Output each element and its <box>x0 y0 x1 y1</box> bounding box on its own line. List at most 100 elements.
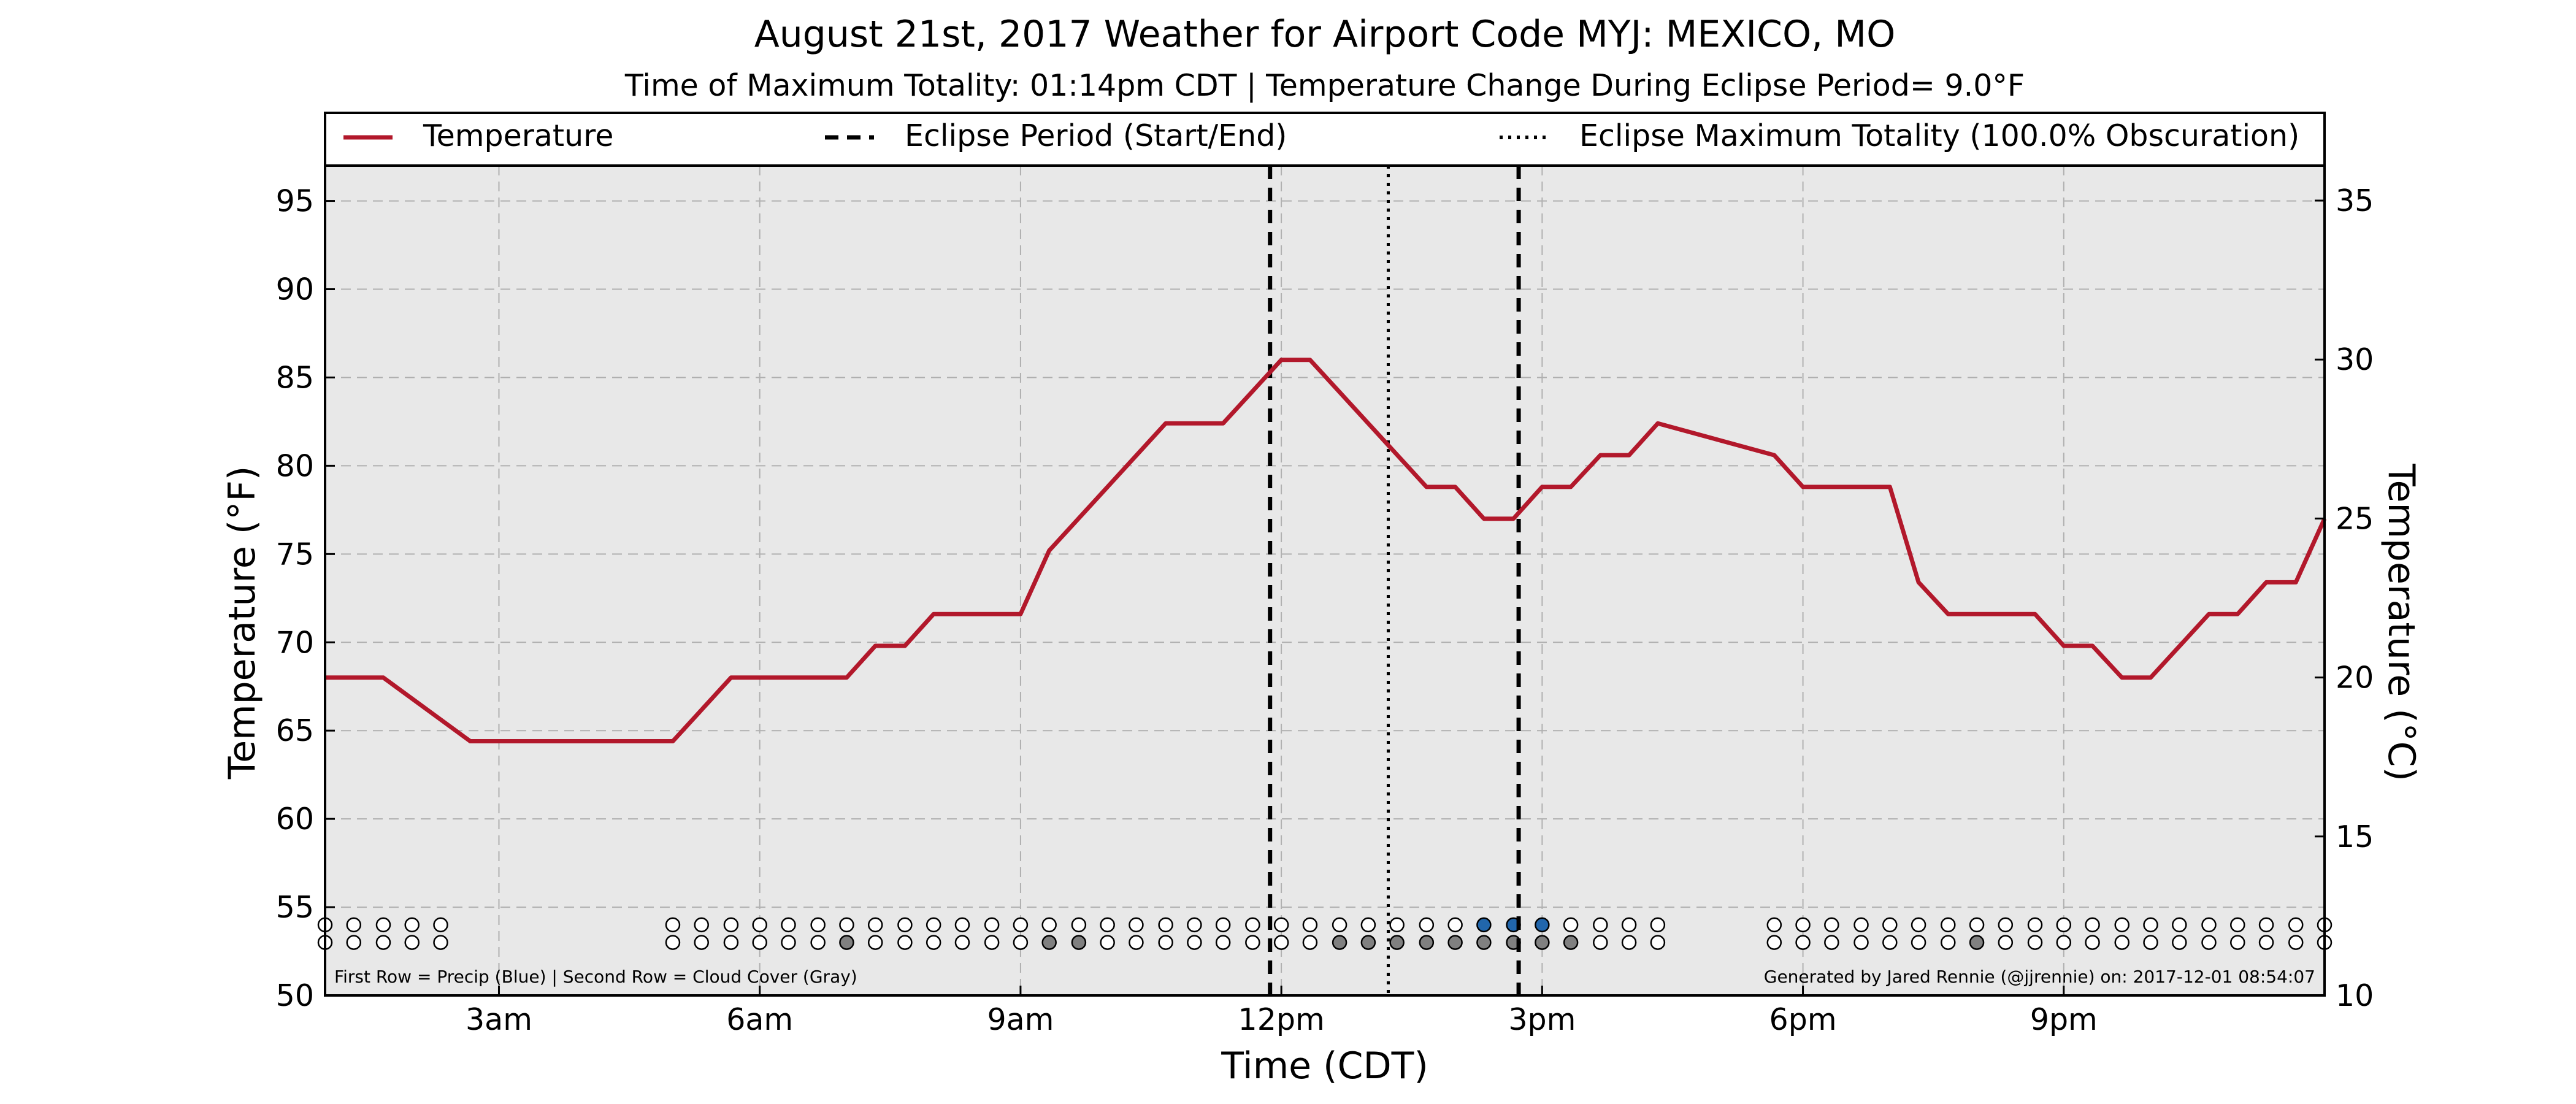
cloud-marker <box>1129 935 1144 950</box>
precip-marker <box>433 917 448 933</box>
precip-marker <box>1158 917 1173 933</box>
cloud-marker <box>839 935 854 950</box>
y-tick-label: 50 <box>276 978 314 1013</box>
y-right-tick-label: 25 <box>2336 501 2374 536</box>
cloud-marker <box>1332 935 1347 950</box>
cloud-marker <box>723 935 739 950</box>
cloud-marker <box>665 935 681 950</box>
cloud-marker <box>1795 935 1811 950</box>
cloud-marker <box>781 935 796 950</box>
y-right-tick-label: 20 <box>2336 661 2374 696</box>
cloud-marker <box>984 935 1000 950</box>
precip-marker <box>2114 917 2129 933</box>
y-tick-label: 70 <box>276 625 314 660</box>
precip-marker <box>2201 917 2217 933</box>
precip-marker <box>926 917 941 933</box>
cloud-marker <box>1969 935 1985 950</box>
cloud-marker <box>1100 935 1115 950</box>
cloud-marker <box>375 935 391 950</box>
precip-marker <box>2172 917 2187 933</box>
cloud-marker <box>1360 935 1376 950</box>
precip-marker <box>723 917 739 933</box>
precip-marker <box>1941 917 1956 933</box>
cloud-marker <box>1013 935 1029 950</box>
cloud-marker <box>1245 935 1260 950</box>
y-tick-label: 90 <box>276 272 314 307</box>
precip-marker <box>1129 917 1144 933</box>
y-tick-label: 95 <box>276 184 314 219</box>
cloud-marker <box>1824 935 1839 950</box>
precip-marker <box>2230 917 2245 933</box>
cloud-marker <box>1302 935 1318 950</box>
precip-marker <box>1911 917 1926 933</box>
precip-marker <box>2258 917 2274 933</box>
cloud-marker <box>867 935 883 950</box>
y-right-tick-label: 35 <box>2336 183 2374 218</box>
cloud-marker <box>897 935 913 950</box>
precip-marker <box>752 917 767 933</box>
x-tick-label: 6am <box>726 1002 793 1037</box>
cloud-marker <box>1853 935 1869 950</box>
x-axis-label: Time (CDT) <box>1221 1045 1428 1087</box>
precip-marker <box>867 917 883 933</box>
series-lines <box>325 358 2327 743</box>
cloud-marker <box>752 935 767 950</box>
cloud-marker <box>1621 935 1637 950</box>
x-axis-ticks: 3am 6am 9am 12pm 3pm 6pm 9pm <box>466 986 2098 1037</box>
series-line-temperature <box>325 358 2327 743</box>
cloud-marker <box>1882 935 1898 950</box>
cloud-marker <box>1998 935 2014 950</box>
precip-marker <box>1389 917 1405 933</box>
cloud-marker <box>1215 935 1231 950</box>
precip-marker <box>1187 917 1202 933</box>
precip-marker <box>346 917 362 933</box>
precip-marker <box>1853 917 1869 933</box>
cloud-marker <box>810 935 826 950</box>
cloud-marker <box>1563 935 1579 950</box>
legend: Temperature Eclipse Period (Start/End) E… <box>343 118 2299 153</box>
y-axis-right-label: Temperature (°C) <box>2380 463 2423 781</box>
eclipse-lines <box>1268 166 1521 995</box>
legend-label-eclipse-period: Eclipse Period (Start/End) <box>905 118 1287 153</box>
cloud-marker <box>1187 935 1202 950</box>
cloud-marker <box>926 935 941 950</box>
precip-marker <box>375 917 391 933</box>
precip-marker <box>1447 917 1463 933</box>
cloud-marker <box>2230 935 2245 950</box>
y-right-tick-label: 10 <box>2336 978 2374 1013</box>
precip-marker <box>1535 917 1550 933</box>
x-tick-label: 9am <box>987 1002 1054 1037</box>
cloud-marker <box>404 935 420 950</box>
x-tick-label: 3pm <box>1508 1002 1576 1037</box>
grid <box>325 166 2325 995</box>
cloud-marker <box>346 935 362 950</box>
cloud-marker <box>1535 935 1550 950</box>
precip-marker <box>1795 917 1811 933</box>
precip-marker <box>1766 917 1782 933</box>
cloud-marker <box>954 935 970 950</box>
cloud-marker <box>2143 935 2158 950</box>
cloud-marker <box>2056 935 2072 950</box>
cloud-marker <box>1158 935 1173 950</box>
y-tick-label: 85 <box>276 360 314 395</box>
precip-marker <box>694 917 709 933</box>
precip-marker <box>1245 917 1260 933</box>
precip-marker <box>1593 917 1608 933</box>
precip-marker <box>839 917 854 933</box>
cloud-marker <box>2258 935 2274 950</box>
cloud-marker <box>1941 935 1956 950</box>
precip-marker <box>897 917 913 933</box>
cloud-marker <box>2201 935 2217 950</box>
cloud-marker <box>433 935 448 950</box>
marker-rows <box>317 917 2333 950</box>
y-tick-label: 75 <box>276 537 314 572</box>
y-tick-label: 65 <box>276 713 314 748</box>
y-axis-ticks: 50 55 60 65 70 75 80 85 90 95 <box>276 184 335 1013</box>
precip-marker <box>984 917 1000 933</box>
y-axis-label: Temperature (°F) <box>221 466 264 780</box>
precip-marker <box>665 917 681 933</box>
precip-marker <box>1476 917 1492 933</box>
y-tick-label: 60 <box>276 802 314 837</box>
precip-marker <box>2056 917 2072 933</box>
